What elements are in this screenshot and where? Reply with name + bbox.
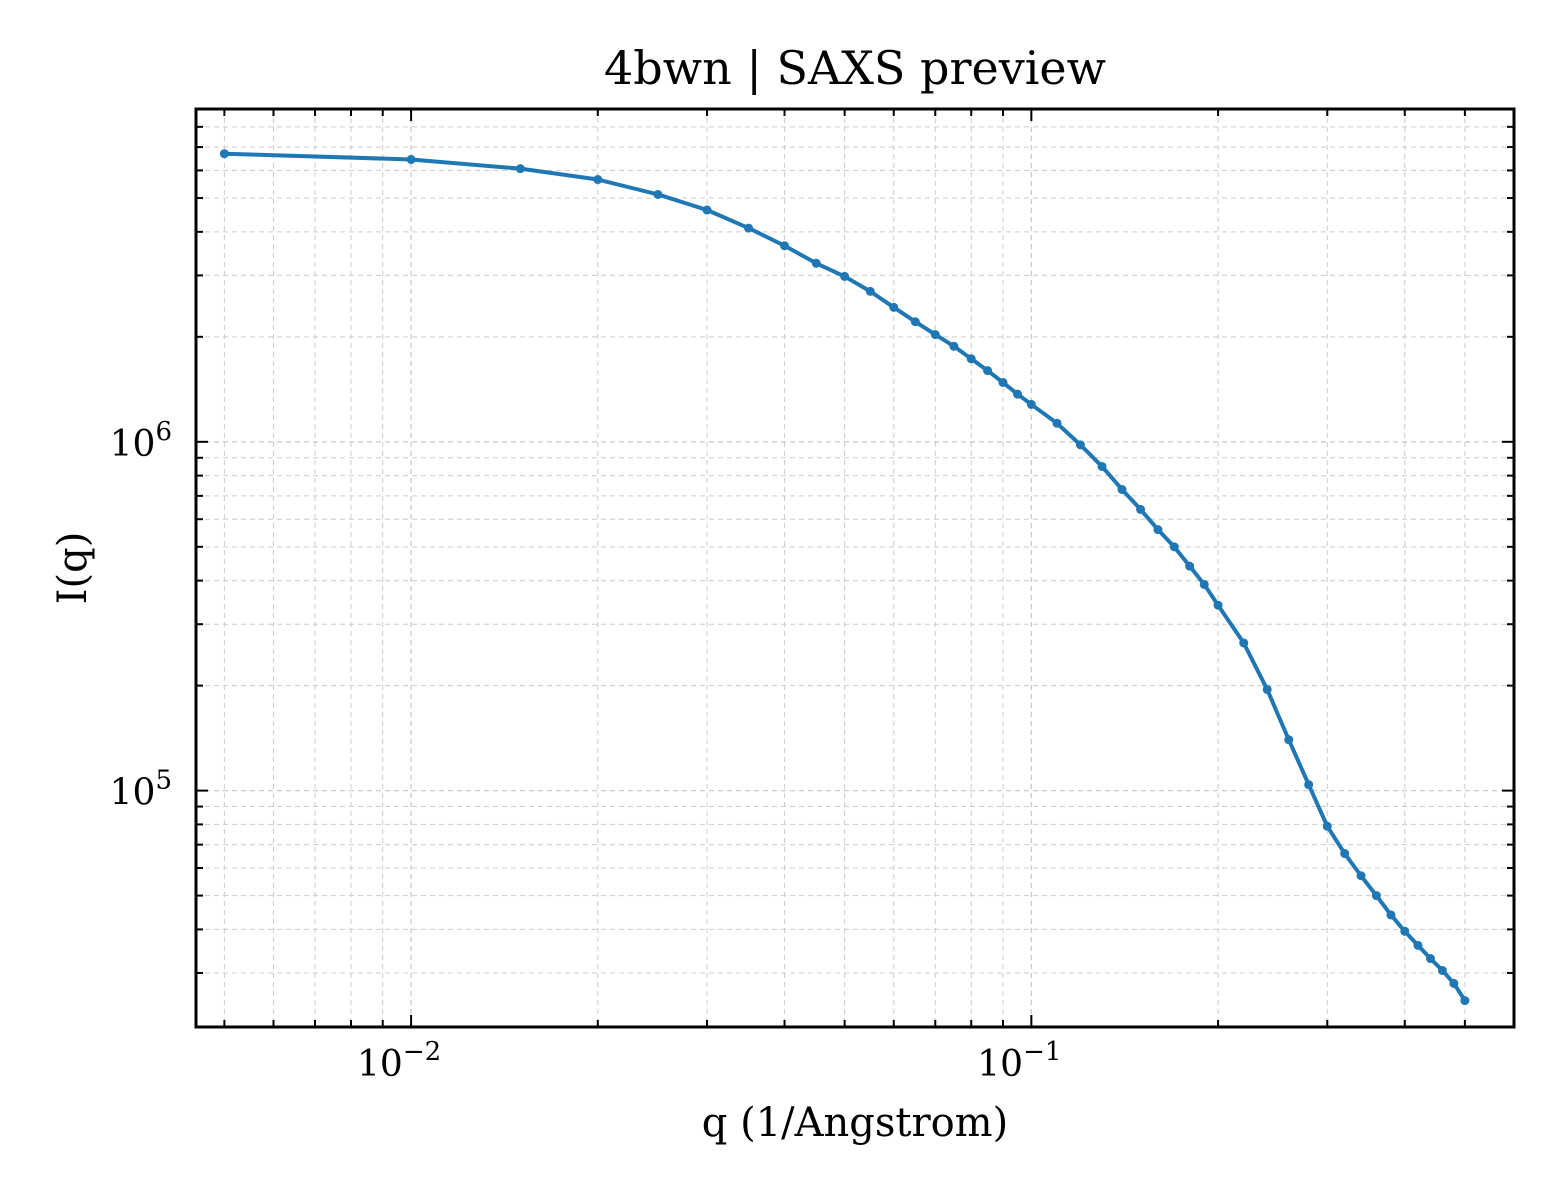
x-tick-label: 10−2 bbox=[357, 1037, 441, 1085]
tick-labels: 10−2 10−1 105 106 bbox=[110, 417, 1062, 1085]
data-point bbox=[1117, 484, 1127, 494]
data-point bbox=[966, 354, 976, 364]
x-axis-label: q (1/Angstrom) bbox=[702, 1100, 1008, 1146]
data-point bbox=[1239, 638, 1249, 648]
data-point bbox=[865, 286, 875, 296]
series-layer bbox=[219, 149, 1470, 1006]
data-point bbox=[593, 175, 603, 185]
data-point bbox=[1386, 910, 1396, 920]
data-point bbox=[1075, 440, 1085, 450]
y-axis-label: I(q) bbox=[50, 532, 96, 605]
data-point bbox=[1340, 849, 1350, 859]
data-point bbox=[1400, 926, 1410, 936]
data-point bbox=[1097, 461, 1107, 471]
data-point bbox=[1199, 579, 1209, 589]
data-point bbox=[811, 258, 821, 268]
data-point bbox=[1371, 891, 1381, 901]
data-point bbox=[998, 377, 1008, 387]
data-point bbox=[653, 189, 663, 199]
data-point bbox=[1356, 871, 1366, 881]
grid-lines bbox=[196, 108, 1514, 1027]
data-point bbox=[1213, 600, 1223, 610]
data-point bbox=[780, 241, 790, 251]
data-point bbox=[910, 317, 920, 327]
data-point bbox=[1013, 389, 1023, 399]
chart-title: 4bwn | SAXS preview bbox=[604, 41, 1106, 95]
data-point bbox=[983, 366, 993, 376]
data-point bbox=[1169, 542, 1179, 552]
data-point bbox=[515, 164, 525, 174]
data-point bbox=[840, 271, 850, 281]
data-point bbox=[1322, 821, 1332, 831]
y-tick-label: 106 bbox=[110, 417, 172, 465]
data-point bbox=[1262, 684, 1272, 694]
data-point bbox=[1284, 735, 1294, 745]
data-point bbox=[949, 341, 959, 351]
data-point bbox=[1460, 996, 1470, 1006]
plot-frame bbox=[194, 107, 1516, 1029]
data-point bbox=[1185, 561, 1195, 571]
data-point bbox=[1026, 399, 1036, 409]
data-point bbox=[1449, 978, 1459, 988]
data-point bbox=[1052, 418, 1062, 428]
data-point bbox=[744, 223, 754, 233]
x-tick-label: 10−1 bbox=[977, 1037, 1061, 1085]
data-point bbox=[406, 154, 416, 164]
data-point bbox=[889, 302, 899, 312]
data-point bbox=[219, 149, 229, 159]
data-point bbox=[1437, 965, 1447, 975]
data-point bbox=[1304, 780, 1314, 790]
data-point bbox=[1153, 525, 1163, 535]
y-tick-label: 105 bbox=[110, 766, 172, 814]
data-point bbox=[1413, 940, 1423, 950]
data-point bbox=[1136, 504, 1146, 514]
data-point bbox=[1425, 954, 1435, 964]
data-point bbox=[702, 205, 712, 215]
data-point bbox=[930, 330, 940, 340]
